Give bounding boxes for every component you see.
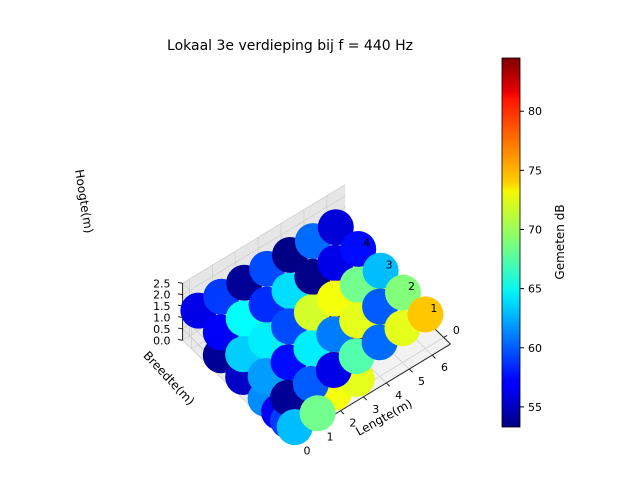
z-tick-label: 2.5 bbox=[153, 277, 171, 290]
y-tick-label: 4 bbox=[363, 237, 370, 250]
data-point bbox=[299, 395, 336, 432]
y-tick-label: 3 bbox=[386, 258, 393, 271]
x-tick-label: 5 bbox=[418, 375, 425, 388]
colorbar-label: Gemeten dB bbox=[553, 204, 567, 279]
x-tick-label: 0 bbox=[304, 445, 311, 458]
z-tick-label: 2.0 bbox=[153, 289, 171, 302]
data-point bbox=[385, 274, 421, 311]
x-tick bbox=[340, 410, 345, 415]
data-point bbox=[407, 296, 444, 333]
colorbar-tick-label: 70 bbox=[528, 223, 542, 236]
colorbar: 55 60 65 70 75 80 Gemeten dB bbox=[501, 57, 567, 428]
x-tick bbox=[408, 368, 413, 373]
y-tick-label: 2 bbox=[408, 280, 415, 293]
y-tick-label: 1 bbox=[430, 302, 437, 315]
y-axis-label: Breedte(m) bbox=[140, 348, 197, 408]
z-tick bbox=[177, 338, 183, 341]
colorbar-tick-label: 80 bbox=[528, 105, 542, 118]
data-point bbox=[362, 252, 399, 289]
z-tick-label: 1.5 bbox=[153, 300, 171, 313]
z-tick bbox=[177, 281, 183, 284]
x-axis-label: Lengte(m) bbox=[353, 396, 414, 438]
x-tick bbox=[385, 382, 391, 387]
data-point bbox=[340, 231, 377, 267]
z-tick bbox=[177, 327, 183, 330]
x-tick-label: 4 bbox=[395, 389, 402, 402]
x-tick-label: 6 bbox=[441, 361, 448, 374]
x-tick-label: 1 bbox=[326, 431, 333, 444]
y-tick bbox=[443, 334, 448, 338]
colorbar-tick-label: 55 bbox=[528, 401, 542, 414]
z-tick-label: 0.0 bbox=[153, 334, 171, 347]
x-tick-label: 3 bbox=[372, 403, 379, 416]
z-axis-label: Hoogte(m) bbox=[72, 168, 96, 234]
colorbar-gradient bbox=[501, 57, 521, 428]
x-tick bbox=[363, 396, 368, 401]
z-tick-label: 0.5 bbox=[153, 323, 171, 336]
chart-title: Lokaal 3e verdieping bij f = 440 Hz bbox=[167, 38, 413, 54]
colorbar-tick-label: 60 bbox=[528, 342, 542, 355]
x-tick-label: 2 bbox=[349, 417, 356, 430]
y-tick-label: 0 bbox=[453, 324, 460, 337]
tick-labels: 0 1 2 3 4 5 6 0 1 2 3 4 0.00.51.01.52.02.5 bbox=[153, 237, 460, 458]
colorbar-tick-label: 65 bbox=[528, 283, 542, 296]
colorbar-tick-label: 75 bbox=[528, 164, 542, 177]
x-tick bbox=[431, 354, 436, 359]
data-points bbox=[180, 209, 444, 446]
grid-line bbox=[182, 195, 346, 295]
z-tick-label: 1.0 bbox=[153, 311, 171, 324]
colorbar-ticks: 55 60 65 70 75 80 bbox=[520, 105, 542, 414]
z-tick bbox=[177, 293, 183, 296]
grid-line bbox=[182, 184, 346, 284]
data-point bbox=[317, 209, 354, 246]
